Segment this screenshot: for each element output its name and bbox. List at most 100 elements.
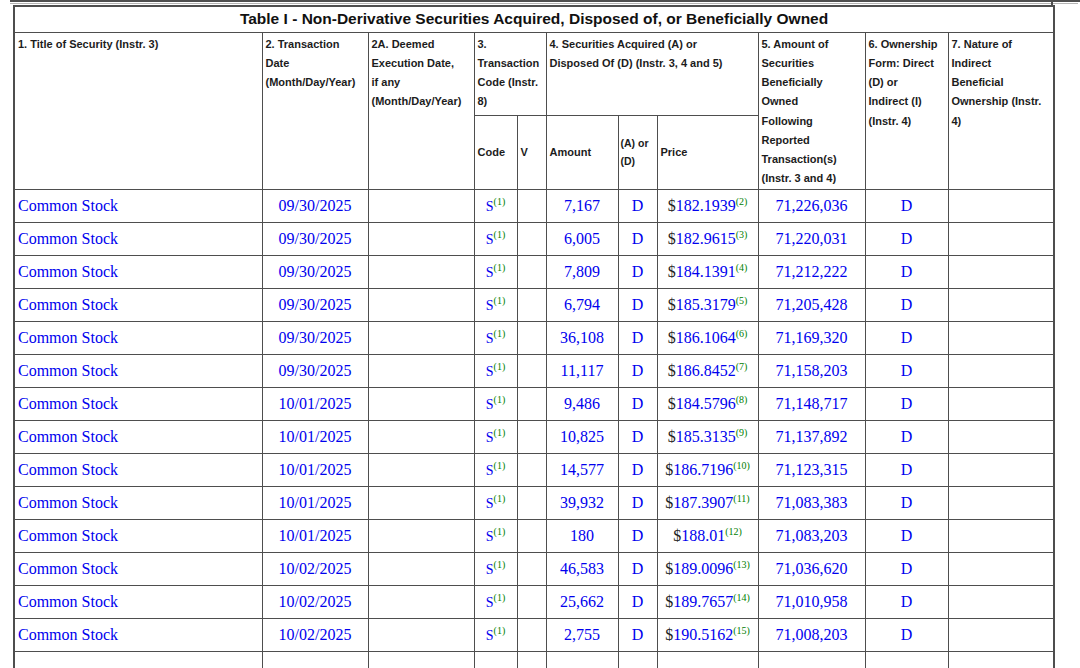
cell-transaction-code: S(1) (474, 618, 517, 651)
cell-ownership-form: D (865, 453, 948, 486)
cell-acquired-or-disposed: D (618, 618, 657, 651)
cell-code-v (517, 354, 546, 387)
cell-code-v (517, 222, 546, 255)
cell-price: $184.5796(8) (657, 387, 758, 420)
cell-ownership-form: D (865, 585, 948, 618)
cell-security-title: Common Stock (14, 453, 262, 486)
col-header-amount-owned-following: 5. Amount of Securities Beneficially Own… (758, 32, 865, 189)
cell-nature-of-indirect-ownership (948, 618, 1054, 651)
cell-ownership-form: D (865, 552, 948, 585)
cell-acquired-or-disposed: D (618, 453, 657, 486)
cell-acquired-or-disposed: D (618, 552, 657, 585)
cell-transaction-code: S(1) (474, 453, 517, 486)
cell-code-v (517, 618, 546, 651)
cell-transaction-date: 09/30/2025 (262, 222, 368, 255)
cell-code-v (517, 255, 546, 288)
cell-price (657, 651, 758, 668)
cell-acquired-or-disposed: D (618, 189, 657, 222)
cell-shares-owned-following: 71,158,203 (758, 354, 865, 387)
subcol-header-a-or-d: (A) or (D) (618, 116, 657, 189)
col-header-transaction-code: 3. Transaction Code (Instr. 8) (474, 32, 546, 116)
cell-acquired-or-disposed: D (618, 288, 657, 321)
cell-ownership-form: D (865, 189, 948, 222)
cell-security-title: Common Stock (14, 255, 262, 288)
cell-deemed-execution-date (368, 519, 474, 552)
cell-deemed-execution-date (368, 354, 474, 387)
cell-shares-owned-following: 71,169,320 (758, 321, 865, 354)
transaction-row: Common Stock 09/30/2025 S(1) 7,809 D $18… (14, 255, 1054, 288)
transaction-row: Common Stock 10/01/2025 S(1) 14,577 D $1… (14, 453, 1054, 486)
cell-ownership-form: D (865, 486, 948, 519)
cell-shares-owned-following: 71,083,383 (758, 486, 865, 519)
cell-shares-owned-following: 71,220,031 (758, 222, 865, 255)
cell-nature-of-indirect-ownership (948, 651, 1054, 668)
cell-code-v (517, 420, 546, 453)
cell-amount (546, 651, 618, 668)
cell-price: $190.5162(15) (657, 618, 758, 651)
cell-amount: 36,108 (546, 321, 618, 354)
cell-code-v (517, 387, 546, 420)
cell-nature-of-indirect-ownership (948, 519, 1054, 552)
cell-amount: 180 (546, 519, 618, 552)
cell-acquired-or-disposed: D (618, 420, 657, 453)
cell-transaction-date: 09/30/2025 (262, 189, 368, 222)
cell-code-v (517, 585, 546, 618)
cell-shares-owned-following: 71,226,036 (758, 189, 865, 222)
cell-transaction-date: 10/02/2025 (262, 618, 368, 651)
cell-deemed-execution-date (368, 651, 474, 668)
cell-transaction-code: S(1) (474, 189, 517, 222)
cell-transaction-date: 09/30/2025 (262, 288, 368, 321)
cell-nature-of-indirect-ownership (948, 486, 1054, 519)
cell-price: $187.3907(11) (657, 486, 758, 519)
cell-transaction-date: 10/01/2025 (262, 519, 368, 552)
cell-shares-owned-following: 71,137,892 (758, 420, 865, 453)
col-header-deemed-execution-date: 2A. Deemed Execution Date, if any (Month… (368, 32, 474, 189)
cell-code-v (517, 552, 546, 585)
table1-non-derivative-securities: Table I - Non-Derivative Securities Acqu… (13, 5, 1055, 668)
cell-security-title: Common Stock (14, 519, 262, 552)
subcol-header-v: V (517, 116, 546, 189)
cell-code-v (517, 321, 546, 354)
cell-code-v (517, 486, 546, 519)
subcol-header-amount: Amount (546, 116, 618, 189)
cell-transaction-code: S(1) (474, 288, 517, 321)
cell-amount: 11,117 (546, 354, 618, 387)
cell-price: $184.1391(4) (657, 255, 758, 288)
cell-deemed-execution-date (368, 420, 474, 453)
cell-acquired-or-disposed: D (618, 387, 657, 420)
cell-deemed-execution-date (368, 255, 474, 288)
cell-ownership-form: D (865, 288, 948, 321)
cell-transaction-date: 10/01/2025 (262, 420, 368, 453)
cell-transaction-code: S(1) (474, 387, 517, 420)
cell-amount: 7,167 (546, 189, 618, 222)
transaction-row: Common Stock 10/02/2025 S(1) 46,583 D $1… (14, 552, 1054, 585)
subcol-header-price: Price (657, 116, 758, 189)
cell-shares-owned-following: 71,008,203 (758, 618, 865, 651)
table1-title: Table I - Non-Derivative Securities Acqu… (14, 6, 1054, 32)
cell-acquired-or-disposed (618, 651, 657, 668)
cell-transaction-code: S(1) (474, 222, 517, 255)
cell-security-title: Common Stock (14, 618, 262, 651)
transaction-row: Common Stock 10/02/2025 S(1) 25,662 D $1… (14, 585, 1054, 618)
subcol-header-code: Code (474, 116, 517, 189)
cell-shares-owned-following: 71,083,203 (758, 519, 865, 552)
cell-transaction-code: S(1) (474, 354, 517, 387)
cell-deemed-execution-date (368, 387, 474, 420)
cell-amount: 9,486 (546, 387, 618, 420)
cell-deemed-execution-date (368, 585, 474, 618)
cell-ownership-form: D (865, 420, 948, 453)
col-header-nature-of-indirect-ownership: 7. Nature of Indirect Beneficial Ownersh… (948, 32, 1054, 189)
cell-ownership-form (865, 651, 948, 668)
cell-ownership-form: D (865, 321, 948, 354)
cell-nature-of-indirect-ownership (948, 255, 1054, 288)
cell-ownership-form: D (865, 618, 948, 651)
col-header-transaction-date: 2. Transaction Date (Month/Day/Year) (262, 32, 368, 189)
cell-nature-of-indirect-ownership (948, 420, 1054, 453)
transaction-row: Common Stock 09/30/2025 S(1) 11,117 D $1… (14, 354, 1054, 387)
cell-transaction-date: 10/02/2025 (262, 552, 368, 585)
cell-security-title (14, 651, 262, 668)
cell-nature-of-indirect-ownership (948, 552, 1054, 585)
cell-nature-of-indirect-ownership (948, 321, 1054, 354)
cell-price: $186.7196(10) (657, 453, 758, 486)
cell-nature-of-indirect-ownership (948, 585, 1054, 618)
